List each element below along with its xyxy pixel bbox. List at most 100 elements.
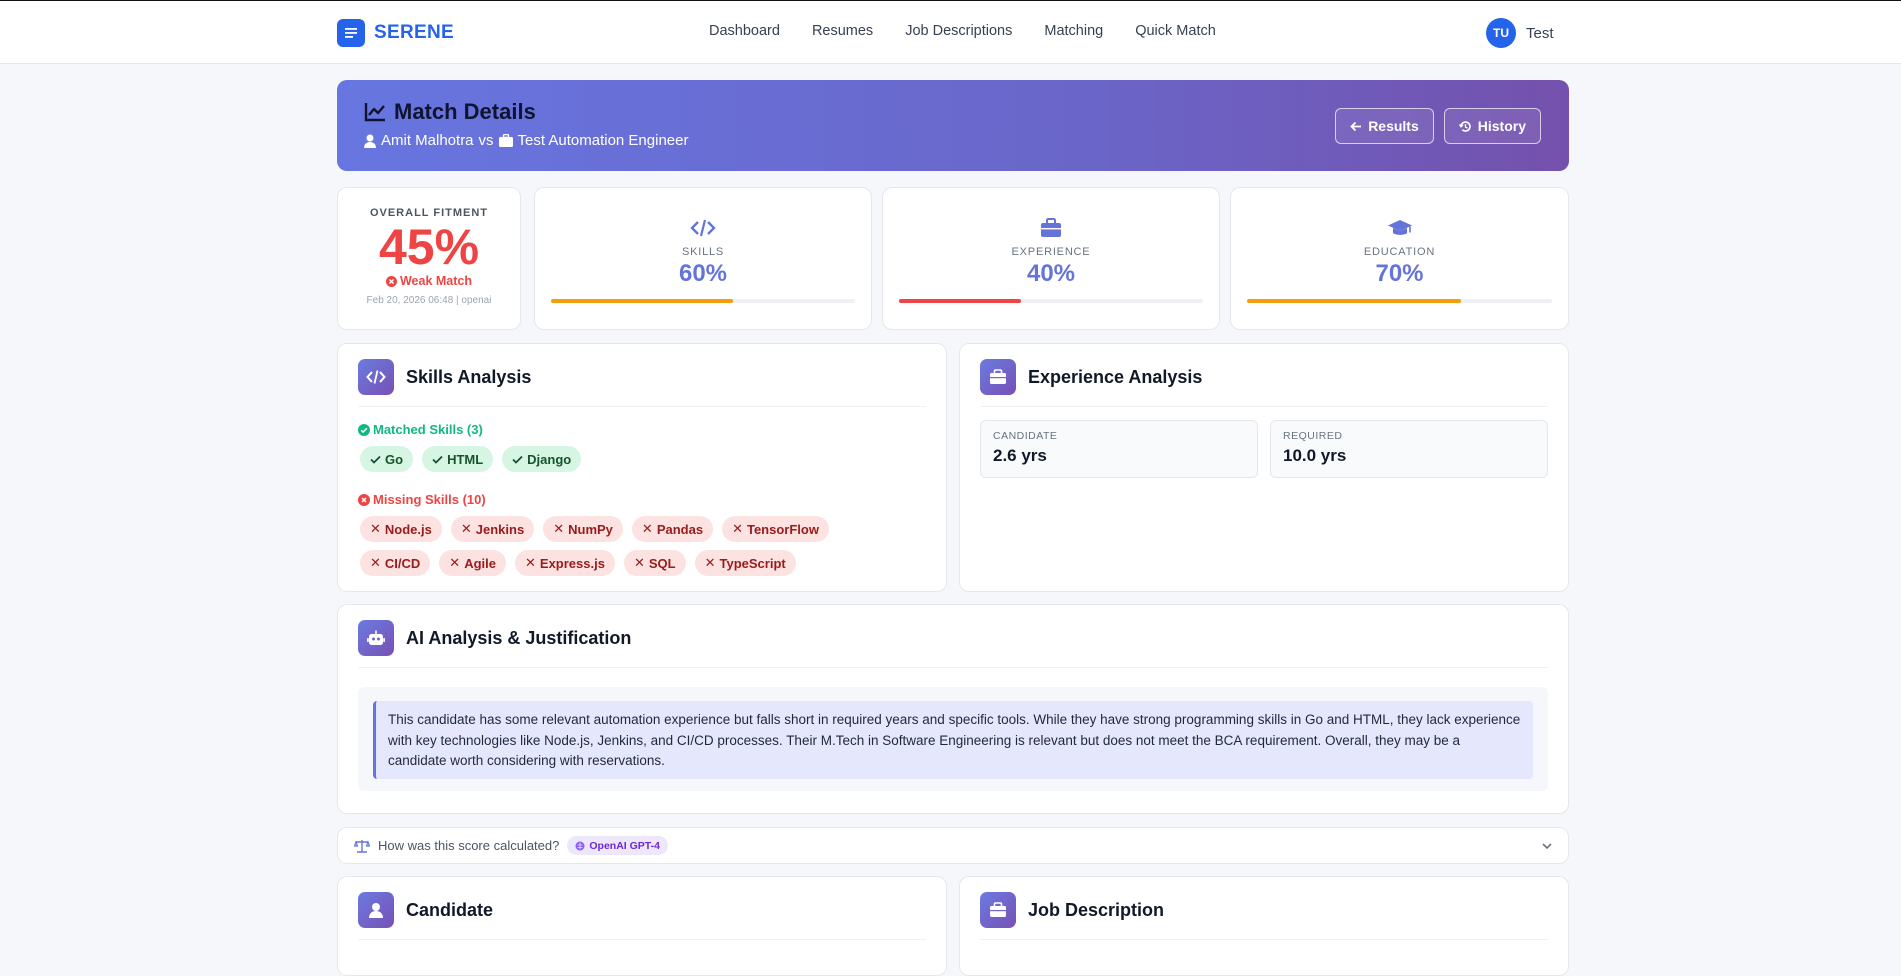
arrow-left-icon (1350, 121, 1362, 131)
missing-skill-chip: ✕ Agile (439, 550, 506, 576)
experience-progress-fill (899, 299, 1021, 303)
candidate-experience-label: CANDIDATE (993, 430, 1058, 442)
matched-skills-label: Matched Skills (3) (358, 422, 483, 437)
experience-score: 40% (1026, 260, 1076, 287)
x-icon: ✕ (641, 521, 653, 536)
required-experience-value: 10.0 yrs (1283, 446, 1347, 465)
history-button[interactable]: History (1443, 108, 1541, 144)
skills-analysis-card: Skills Analysis Matched Skills (3) Go HT… (337, 343, 947, 592)
score-calculation-accordion[interactable]: How was this score calculated? OpenAI GP… (337, 827, 1569, 864)
results-button[interactable]: Results (1335, 108, 1434, 144)
experience-analysis-title: Experience Analysis (1028, 366, 1203, 387)
education-label: EDUCATION (1363, 246, 1436, 258)
briefcase-icon (980, 892, 1016, 928)
candidate-experience-box: CANDIDATE 2.6 yrs (980, 420, 1258, 478)
skill-name: TensorFlow (746, 521, 819, 537)
ai-analysis-title: AI Analysis & Justification (406, 627, 632, 648)
history-icon (1458, 120, 1471, 132)
check-circle-icon (358, 423, 370, 436)
code-icon (358, 359, 394, 395)
briefcase-icon (883, 218, 1219, 240)
user-name: Test (1526, 24, 1554, 42)
skill-name: Go (385, 451, 404, 467)
x-icon: ✕ (704, 555, 716, 570)
missing-skill-chip: ✕ Pandas (631, 516, 714, 542)
skill-name: CI/CD (384, 555, 421, 571)
x-icon: ✕ (370, 521, 381, 536)
experience-score-card: EXPERIENCE 40% (882, 187, 1220, 330)
vs-text: vs (478, 132, 494, 149)
balance-scale-icon (354, 839, 370, 853)
nav-matching[interactable]: Matching (1044, 23, 1104, 39)
x-icon: ✕ (553, 521, 565, 536)
model-badge: OpenAI GPT-4 (567, 836, 668, 855)
match-subtitle: Amit Malhotra vs Test Automation Enginee… (364, 132, 688, 149)
main-nav: Dashboard Resumes Job Descriptions Match… (709, 23, 1216, 39)
x-icon: ✕ (370, 555, 381, 570)
ai-justification-wrapper: This candidate has some relevant automat… (358, 687, 1548, 791)
top-navbar: SERENE Dashboard Resumes Job Description… (0, 1, 1901, 64)
ai-analysis-card: AI Analysis & Justification This candida… (337, 604, 1569, 814)
matched-skills-list: Go HTML Django (360, 446, 906, 472)
check-icon (512, 455, 523, 464)
matched-skill-chip: Django (502, 446, 582, 472)
model-badge-text: OpenAI GPT-4 (589, 839, 660, 852)
brand-name: SERENE (374, 22, 454, 43)
status-badge: Weak Match (338, 274, 520, 288)
job-title: Test Automation Engineer (517, 132, 689, 149)
skill-name: NumPy (568, 521, 613, 537)
overall-score: 45% (378, 219, 480, 275)
missing-skill-chip: ✕ Node.js (360, 516, 442, 542)
missing-skill-chip: ✕ Jenkins (450, 516, 535, 542)
robot-icon (358, 620, 394, 656)
skill-name: Pandas (656, 521, 704, 537)
skills-progress-bar (551, 299, 855, 303)
history-button-label: History (1477, 118, 1526, 134)
matched-skill-chip: HTML (422, 446, 494, 472)
chevron-down-icon[interactable] (1540, 839, 1554, 853)
brain-icon (575, 841, 585, 850)
check-icon (432, 455, 443, 464)
job-description-title: Job Description (1028, 899, 1165, 920)
x-circle-icon (358, 493, 370, 506)
match-header: Match Details Amit Malhotra vs Test Auto… (337, 80, 1569, 171)
nav-quick-match[interactable]: Quick Match (1135, 23, 1216, 39)
candidate-header: Candidate (358, 892, 926, 940)
nav-resumes[interactable]: Resumes (811, 23, 874, 39)
check-icon (370, 455, 381, 464)
missing-skill-chip: ✕ TensorFlow (722, 516, 829, 542)
skill-name: HTML (447, 451, 484, 467)
user-icon (358, 892, 394, 928)
user-icon (364, 134, 376, 148)
page-title: Match Details (364, 99, 536, 125)
x-icon: ✕ (525, 555, 536, 570)
skills-label: SKILLS (681, 246, 725, 258)
skill-name: Agile (464, 555, 496, 571)
briefcase-icon (980, 359, 1016, 395)
missing-skill-chip: ✕ NumPy (543, 516, 623, 542)
skill-name: Django (527, 451, 572, 467)
user-menu[interactable]: TU Test (1486, 18, 1554, 48)
skill-name: Jenkins (475, 521, 525, 537)
avatar: TU (1486, 18, 1516, 48)
ai-justification-text: This candidate has some relevant automat… (373, 701, 1533, 779)
x-icon: ✕ (633, 555, 645, 570)
missing-skill-chip: ✕ TypeScript (694, 550, 796, 576)
status-text: Weak Match (399, 274, 472, 288)
chart-line-icon (364, 103, 385, 122)
skills-analysis-header: Skills Analysis (358, 359, 926, 407)
required-experience-box: REQUIRED 10.0 yrs (1270, 420, 1548, 478)
graduation-cap-icon (1231, 218, 1568, 240)
missing-skills-list: ✕ Node.js ✕ Jenkins ✕ NumPy ✕ Pandas ✕ Tensor… (360, 516, 906, 576)
brand-logo[interactable]: SERENE (337, 19, 454, 47)
nav-job-descriptions[interactable]: Job Descriptions (905, 23, 1013, 39)
education-progress-fill (1247, 299, 1461, 303)
nav-dashboard[interactable]: Dashboard (709, 23, 780, 39)
candidate-title: Candidate (406, 899, 494, 920)
required-experience-label: REQUIRED (1283, 430, 1343, 442)
page-title-text: Match Details (394, 99, 536, 124)
overall-fitment-card: OVERALL FITMENT 45% Weak Match Feb 20, 2… (337, 187, 521, 330)
overall-label: OVERALL FITMENT (369, 207, 489, 219)
score-calculation-text: How was this score calculated? (378, 838, 560, 853)
skill-name: Express.js (539, 555, 605, 571)
